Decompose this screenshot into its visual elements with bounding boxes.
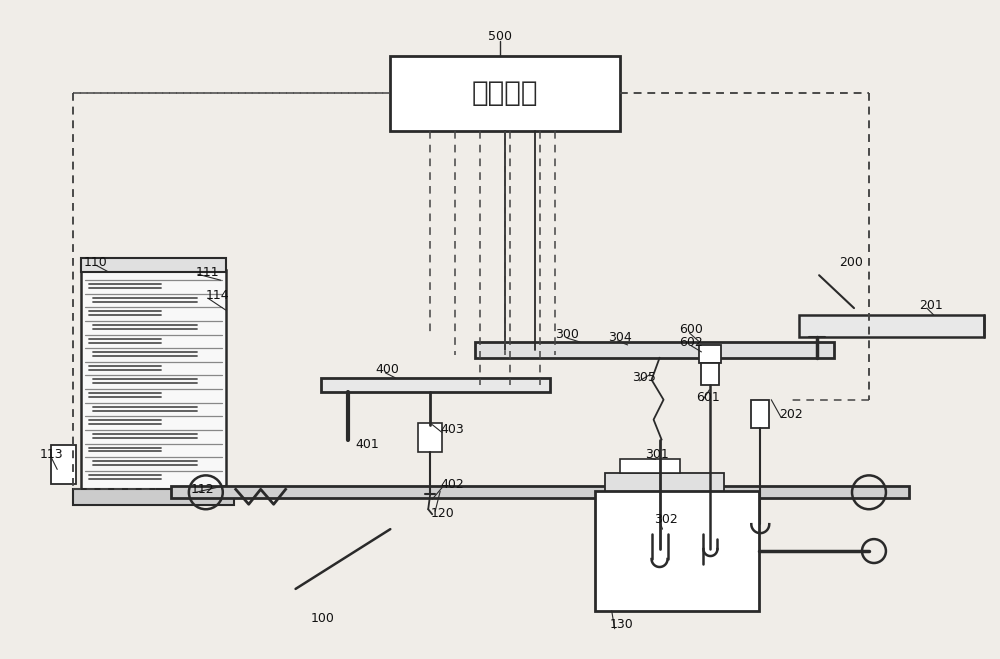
Text: 402: 402 [440,478,464,491]
Text: 401: 401 [355,438,379,451]
Bar [475,342,834,358]
Text: 601: 601 [696,391,720,404]
Text: 202: 202 [779,408,803,421]
Bar [171,486,909,498]
Bar [799,315,984,337]
Text: 302: 302 [655,513,678,526]
Bar [418,422,442,453]
Text: 111: 111 [196,266,219,279]
Text: 100: 100 [311,612,334,625]
Text: 600: 600 [680,324,703,337]
Text: 110: 110 [84,256,108,269]
Text: 300: 300 [555,328,579,341]
Text: 130: 130 [610,618,633,631]
Bar [699,345,721,363]
Text: 403: 403 [440,423,464,436]
Text: 201: 201 [919,299,943,312]
Bar [51,445,76,484]
Bar [605,473,724,492]
Text: 500: 500 [488,30,512,43]
Text: 200: 200 [839,256,863,269]
Bar [81,258,226,272]
Bar [701,363,719,385]
Text: 120: 120 [430,507,454,520]
Text: 304: 304 [608,331,631,345]
Text: 602: 602 [680,337,703,349]
Text: 114: 114 [206,289,229,302]
Text: 400: 400 [375,363,399,376]
Bar [73,490,234,505]
Bar [81,270,226,490]
Bar [620,459,680,473]
Text: 主控装置: 主控装置 [472,80,538,107]
Text: 112: 112 [191,483,214,496]
Bar [751,400,769,428]
Text: 113: 113 [39,448,63,461]
Bar [390,56,620,131]
Text: 305: 305 [632,371,656,384]
Bar [595,492,759,611]
Text: 301: 301 [645,448,668,461]
Bar [320,378,550,391]
